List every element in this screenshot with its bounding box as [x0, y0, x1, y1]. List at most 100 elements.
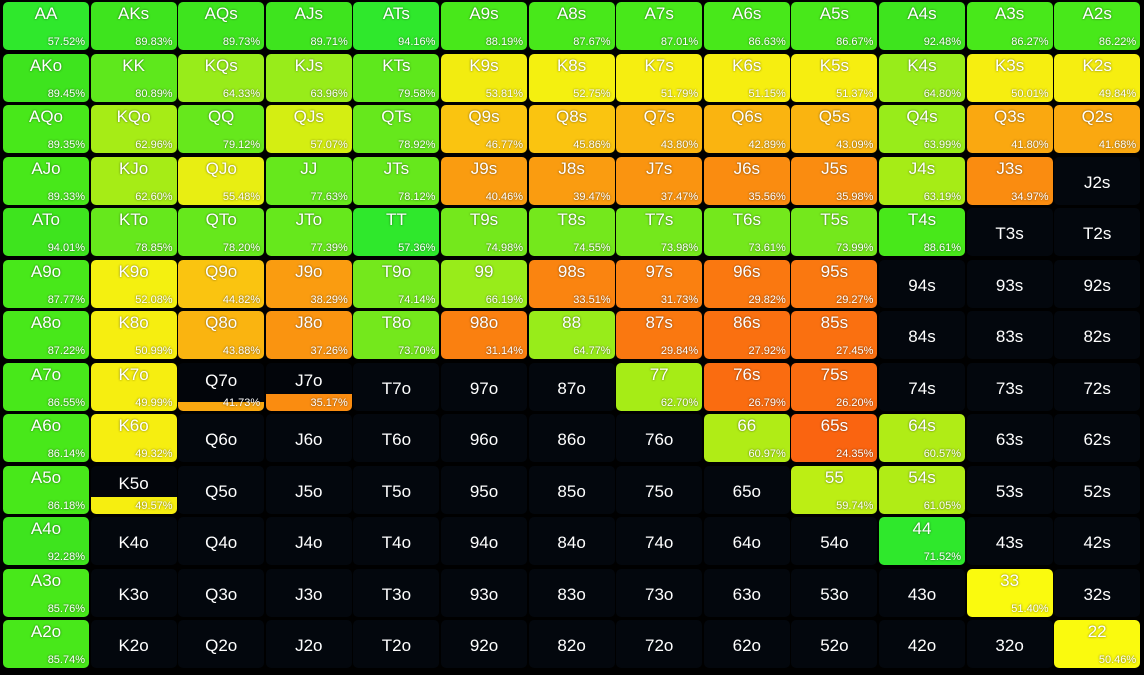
hand-cell-t5s[interactable]: T5s 73.99% [791, 208, 878, 256]
hand-cell-aa[interactable]: AA 57.52% [3, 2, 89, 50]
hand-cell-85o[interactable]: 85o [528, 465, 615, 514]
hand-cell-a7o[interactable]: A7o 86.55% [3, 362, 89, 411]
hand-cell-84s[interactable]: 84s [879, 311, 965, 359]
hand-cell-ats[interactable]: ATs 94.16% [353, 2, 440, 50]
hand-cell-q9o[interactable]: Q9o 44.82% [178, 259, 265, 308]
hand-cell-63s[interactable]: 63s [966, 414, 1053, 462]
hand-cell-qjo[interactable]: QJo 55.48% [178, 156, 265, 205]
hand-cell-a6s[interactable]: A6s 86.63% [703, 2, 790, 50]
hand-cell-tt[interactable]: TT 57.36% [353, 208, 440, 256]
hand-cell-k5o[interactable]: K5o 49.57% [90, 465, 177, 514]
hand-cell-t7s[interactable]: T7s 73.98% [616, 208, 703, 256]
hand-cell-74s[interactable]: 74s [879, 362, 965, 411]
hand-cell-a4o[interactable]: A4o 92.28% [3, 517, 89, 565]
hand-cell-q8s[interactable]: Q8s 45.86% [528, 105, 615, 153]
hand-cell-99[interactable]: 99 66.19% [441, 259, 527, 308]
hand-cell-q7s[interactable]: Q7s 43.80% [616, 105, 703, 153]
hand-cell-kto[interactable]: KTo 78.85% [90, 208, 177, 256]
hand-cell-52o[interactable]: 52o [791, 620, 878, 668]
hand-cell-87s[interactable]: 87s 29.84% [616, 311, 703, 359]
hand-cell-53s[interactable]: 53s [966, 465, 1053, 514]
hand-cell-jj[interactable]: JJ 77.63% [265, 156, 352, 205]
hand-cell-kqo[interactable]: KQo 62.96% [90, 105, 177, 153]
hand-cell-83s[interactable]: 83s [966, 311, 1053, 359]
hand-cell-66[interactable]: 66 60.97% [703, 414, 790, 462]
hand-cell-j6s[interactable]: J6s 35.56% [703, 156, 790, 205]
hand-cell-96s[interactable]: 96s 29.82% [703, 259, 790, 308]
hand-cell-44[interactable]: 44 71.52% [879, 517, 965, 565]
hand-cell-k9s[interactable]: K9s 53.81% [441, 53, 527, 102]
hand-cell-32o[interactable]: 32o [966, 620, 1053, 668]
hand-cell-kk[interactable]: KK 80.89% [90, 53, 177, 102]
hand-cell-97s[interactable]: 97s 31.73% [616, 259, 703, 308]
hand-cell-43o[interactable]: 43o [879, 568, 965, 617]
hand-cell-42o[interactable]: 42o [879, 620, 965, 668]
hand-cell-k8s[interactable]: K8s 52.75% [528, 53, 615, 102]
hand-cell-qts[interactable]: QTs 78.92% [353, 105, 440, 153]
hand-cell-65s[interactable]: 65s 24.35% [791, 414, 878, 462]
hand-cell-ako[interactable]: AKo 89.45% [3, 53, 89, 102]
hand-cell-j6o[interactable]: J6o [265, 414, 352, 462]
hand-cell-98o[interactable]: 98o 31.14% [441, 311, 527, 359]
hand-cell-a8s[interactable]: A8s 87.67% [528, 2, 615, 50]
hand-cell-k4o[interactable]: K4o [90, 517, 177, 565]
hand-cell-a5o[interactable]: A5o 86.18% [3, 465, 89, 514]
hand-cell-j2s[interactable]: J2s [1054, 156, 1141, 205]
hand-cell-54o[interactable]: 54o [791, 517, 878, 565]
hand-cell-qq[interactable]: QQ 79.12% [178, 105, 265, 153]
hand-cell-93s[interactable]: 93s [966, 259, 1053, 308]
hand-cell-t7o[interactable]: T7o [353, 362, 440, 411]
hand-cell-q3o[interactable]: Q3o [178, 568, 265, 617]
hand-cell-q5o[interactable]: Q5o [178, 465, 265, 514]
hand-cell-k2o[interactable]: K2o [90, 620, 177, 668]
hand-cell-t3o[interactable]: T3o [353, 568, 440, 617]
hand-cell-a3s[interactable]: A3s 86.27% [966, 2, 1053, 50]
hand-cell-k8o[interactable]: K8o 50.99% [90, 311, 177, 359]
hand-cell-t6o[interactable]: T6o [353, 414, 440, 462]
hand-cell-k6s[interactable]: K6s 51.15% [703, 53, 790, 102]
hand-cell-75s[interactable]: 75s 26.20% [791, 362, 878, 411]
hand-cell-82o[interactable]: 82o [528, 620, 615, 668]
hand-cell-k9o[interactable]: K9o 52.08% [90, 259, 177, 308]
hand-cell-93o[interactable]: 93o [441, 568, 527, 617]
hand-cell-j3o[interactable]: J3o [265, 568, 352, 617]
hand-cell-t5o[interactable]: T5o [353, 465, 440, 514]
hand-cell-76s[interactable]: 76s 26.79% [703, 362, 790, 411]
hand-cell-84o[interactable]: 84o [528, 517, 615, 565]
hand-cell-52s[interactable]: 52s [1054, 465, 1141, 514]
hand-cell-qjs[interactable]: QJs 57.07% [265, 105, 352, 153]
hand-cell-65o[interactable]: 65o [703, 465, 790, 514]
hand-cell-43s[interactable]: 43s [966, 517, 1053, 565]
hand-cell-a9s[interactable]: A9s 88.19% [441, 2, 527, 50]
hand-cell-a4s[interactable]: A4s 92.48% [879, 2, 965, 50]
hand-cell-kqs[interactable]: KQs 64.33% [178, 53, 265, 102]
hand-cell-77[interactable]: 77 62.70% [616, 362, 703, 411]
hand-cell-q3s[interactable]: Q3s 41.80% [966, 105, 1053, 153]
hand-cell-j2o[interactable]: J2o [265, 620, 352, 668]
hand-cell-j7o[interactable]: J7o 35.17% [265, 362, 352, 411]
hand-cell-kjo[interactable]: KJo 62.60% [90, 156, 177, 205]
hand-cell-j9o[interactable]: J9o 38.29% [265, 259, 352, 308]
hand-cell-kts[interactable]: KTs 79.58% [353, 53, 440, 102]
hand-cell-k6o[interactable]: K6o 49.32% [90, 414, 177, 462]
hand-cell-a8o[interactable]: A8o 87.22% [3, 311, 89, 359]
hand-cell-j8o[interactable]: J8o 37.26% [265, 311, 352, 359]
hand-cell-qto[interactable]: QTo 78.20% [178, 208, 265, 256]
hand-cell-j5s[interactable]: J5s 35.98% [791, 156, 878, 205]
hand-cell-88[interactable]: 88 64.77% [528, 311, 615, 359]
hand-cell-jts[interactable]: JTs 78.12% [353, 156, 440, 205]
hand-cell-j7s[interactable]: J7s 37.47% [616, 156, 703, 205]
hand-cell-aks[interactable]: AKs 89.83% [90, 2, 177, 50]
hand-cell-t6s[interactable]: T6s 73.61% [703, 208, 790, 256]
hand-cell-85s[interactable]: 85s 27.45% [791, 311, 878, 359]
hand-cell-t9s[interactable]: T9s 74.98% [441, 208, 527, 256]
hand-cell-33[interactable]: 33 51.40% [966, 568, 1053, 617]
hand-cell-22[interactable]: 22 50.46% [1054, 620, 1141, 668]
hand-cell-t2s[interactable]: T2s [1054, 208, 1141, 256]
hand-cell-72o[interactable]: 72o [616, 620, 703, 668]
hand-cell-73o[interactable]: 73o [616, 568, 703, 617]
hand-cell-t2o[interactable]: T2o [353, 620, 440, 668]
hand-cell-82s[interactable]: 82s [1054, 311, 1141, 359]
hand-cell-73s[interactable]: 73s [966, 362, 1053, 411]
hand-cell-ato[interactable]: ATo 94.01% [3, 208, 89, 256]
